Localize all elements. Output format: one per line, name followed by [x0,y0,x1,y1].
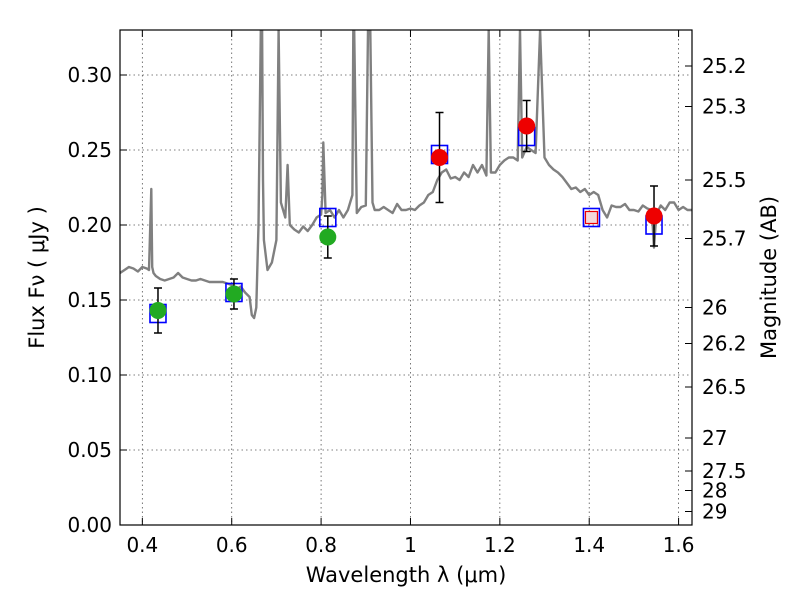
observed-point-red [518,117,536,135]
x-tick-label: 1.4 [573,533,605,557]
tick-labels: 0.4 0.6 0.8 1 1.2 1.4 1.6 0.00 0.05 0.10 0.15 0.20 0… [67,54,746,557]
y-tick-label: 0.20 [67,213,112,237]
right-y-tick-label: 25.5 [702,168,747,192]
observed-point-red [645,207,663,225]
observed-point-red [431,149,449,166]
x-tick-label: 0.4 [126,533,158,557]
x-tick-label: 1.2 [484,533,516,557]
plot-area [120,30,692,334]
right-y-tick-label: 28 [702,479,727,503]
right-y-tick-label: 25.3 [702,95,747,119]
ticks [120,30,692,526]
right-y-tick-label: 27 [702,426,727,450]
x-tick-label: 0.8 [305,533,337,557]
x-tick-label: 1 [404,533,417,557]
right-y-tick-label: 26 [702,296,727,320]
right-y-tick-label: 25.7 [702,227,747,251]
observed-point-green [225,285,243,303]
right-y-tick-label: 26.2 [702,332,747,356]
y-tick-label: 0.10 [67,363,112,387]
observed-point-green [149,302,167,319]
right-y-tick-label: 29 [702,500,727,524]
right-y-axis-label: Magnitude (AB) [757,196,781,359]
right-y-tick-label: 27.5 [702,459,747,483]
y-tick-label: 0.00 [67,513,112,537]
y-tick-label: 0.05 [67,438,112,462]
y-tick-label: 0.15 [67,288,112,312]
right-y-tick-label: 26.5 [702,375,747,399]
plot-frame [119,29,693,526]
upper-limit-square [584,210,599,225]
y-tick-label: 0.30 [67,63,112,87]
y-tick-label: 0.25 [67,138,112,162]
template-spectrum-line [120,30,692,320]
y-axis-label: Flux Fν ( μJy ) [25,206,49,349]
grid [120,30,692,526]
right-y-tick-label: 25.2 [702,54,747,78]
x-axis-label: Wavelength λ (μm) [306,563,507,587]
x-tick-label: 0.6 [216,533,248,557]
model-flux-square [582,207,601,228]
observed-point-green [319,228,337,246]
x-tick-label: 1.6 [663,533,695,557]
